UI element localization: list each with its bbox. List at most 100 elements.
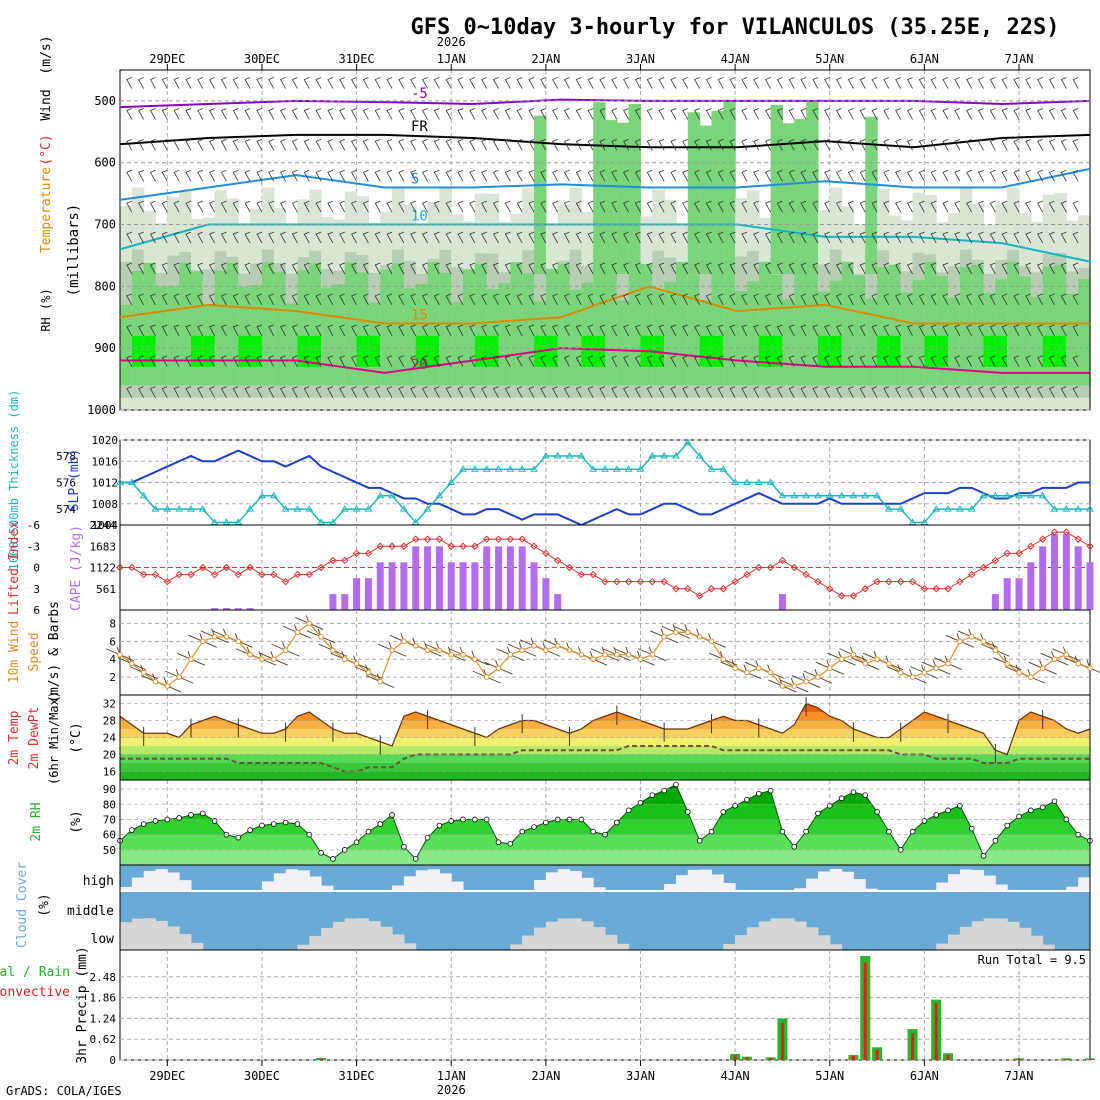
wind-barb <box>776 355 783 367</box>
wind-barb <box>516 386 523 398</box>
wind-barb <box>351 138 357 151</box>
wind-barb <box>694 231 700 244</box>
precip-conv-bar <box>1064 1058 1068 1060</box>
top-tick-7JAN: 7JAN <box>1005 52 1034 66</box>
rh-shade-green <box>463 269 476 386</box>
thickness-marker <box>352 505 361 512</box>
wind-barb <box>859 386 866 398</box>
wind-barb <box>374 200 381 213</box>
wind-barb <box>315 355 322 367</box>
li-marker <box>672 585 680 593</box>
wind10-marker <box>874 656 880 663</box>
wind10-marker <box>460 651 466 658</box>
li-marker <box>234 570 243 579</box>
wind10-marker <box>649 651 656 658</box>
thickness-marker <box>506 465 515 472</box>
wind10-marker <box>897 669 904 676</box>
cloud-low-bar <box>758 921 772 950</box>
wind-barb <box>327 386 334 398</box>
thickness-marker <box>470 465 479 472</box>
wind-barb <box>244 355 251 367</box>
rh-marker <box>389 812 395 818</box>
wind-barb <box>812 262 819 275</box>
wind-barb <box>634 77 641 89</box>
wind-barb <box>954 200 961 213</box>
wind-barb <box>646 355 653 367</box>
precip-conv-bar <box>946 1054 950 1060</box>
thickness-marker <box>885 505 893 512</box>
wind10-marker <box>980 638 987 645</box>
cloud-high-bar <box>664 884 677 891</box>
chart-title: GFS 0~10day 3-hourly for VILANCULOS (35.… <box>410 15 1059 40</box>
wind-barb <box>906 77 913 89</box>
wind-barb <box>646 138 653 151</box>
wind-barb <box>256 138 263 151</box>
wind10-marker <box>1051 656 1058 663</box>
rh-marker <box>755 790 762 797</box>
wind-barb <box>1001 324 1008 337</box>
wind-barb <box>244 386 251 398</box>
li-marker <box>755 563 763 572</box>
wind-barb <box>989 324 996 337</box>
wind-barb <box>717 200 724 213</box>
wind-barb <box>232 386 239 398</box>
rh-shade-green <box>273 271 287 386</box>
temp-contour-FR <box>119 133 1091 149</box>
cloud-high-bar <box>699 869 712 891</box>
wind10-marker <box>129 660 135 667</box>
li-marker <box>589 570 597 579</box>
wind-barb <box>220 138 227 151</box>
li-marker <box>601 577 609 586</box>
wind-barb <box>599 231 606 244</box>
wind-barb <box>374 108 381 120</box>
wind-barb <box>1001 231 1008 244</box>
rh-shade-bright <box>924 335 937 367</box>
wind-barb <box>1037 231 1044 244</box>
rh-shade-bright <box>415 335 429 367</box>
wind-barb <box>1025 200 1032 213</box>
wind-barb <box>883 138 890 151</box>
wind-barb <box>682 231 689 244</box>
wind-barb <box>291 262 298 275</box>
p2-slp-tick-1008: 1008 <box>92 498 119 511</box>
thickness-marker <box>388 491 396 499</box>
rh-marker <box>685 809 691 815</box>
rh-shade-green <box>167 285 180 386</box>
thickness-marker <box>624 465 633 472</box>
wind-barb <box>575 355 582 367</box>
wind-barb <box>705 138 712 151</box>
cloud-low-bar <box>380 926 393 950</box>
wind-barb <box>256 386 263 398</box>
wind-barb <box>599 293 606 306</box>
bottom-tick-29DEC: 29DEC <box>149 1069 185 1083</box>
label-total-rain: Total / Rain <box>0 965 70 980</box>
wind-barb <box>954 355 961 367</box>
bottom-tick-31DEC: 31DEC <box>339 1069 375 1083</box>
wind-barb <box>1072 169 1079 182</box>
wind-barb <box>871 231 878 244</box>
cloud-high-bar <box>545 872 559 891</box>
cloud-low-bar <box>746 927 760 950</box>
rh-shade-bright <box>593 335 606 367</box>
rh-shade-bright <box>356 335 370 367</box>
wind-barb <box>1060 138 1067 151</box>
wind-barb <box>587 293 594 306</box>
wind-barb <box>741 355 748 367</box>
wind-barb <box>433 324 440 337</box>
wind-barb <box>623 108 630 120</box>
wind-barb <box>398 169 405 182</box>
wind-barb <box>765 200 771 213</box>
bottom-tick-5JAN: 5JAN <box>815 1069 844 1083</box>
wind-barb <box>634 324 641 337</box>
wind-barb <box>268 386 275 398</box>
wind-barb <box>528 77 535 89</box>
temp-contour-label-10: 10 <box>411 209 428 225</box>
li-marker <box>329 556 337 565</box>
rh-shade-bright <box>1054 335 1067 367</box>
wind-barb <box>788 386 795 398</box>
wind-barb <box>1048 324 1055 337</box>
wind-barb <box>138 293 145 306</box>
p4-tick-8: 8 <box>109 617 116 630</box>
wind-barb <box>268 293 275 306</box>
